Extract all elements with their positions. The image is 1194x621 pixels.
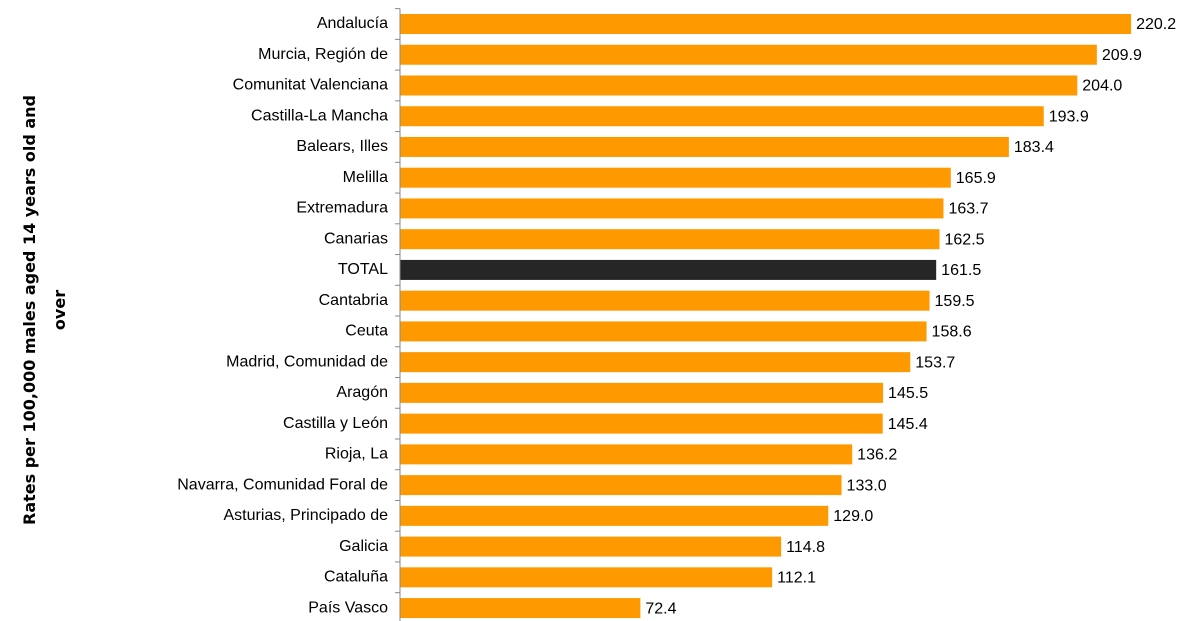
- category-label: Asturias, Principado de: [223, 507, 388, 524]
- category-label: Cantabria: [319, 292, 388, 309]
- value-label: 112.1: [777, 570, 816, 587]
- bar: [400, 259, 937, 280]
- bar: [400, 75, 1078, 96]
- bar: [400, 14, 1132, 34]
- value-label: 158.6: [932, 324, 972, 341]
- category-label: Murcia, Región de: [258, 46, 388, 63]
- bar: [400, 598, 641, 619]
- bar: [400, 352, 911, 373]
- value-label: 183.4: [1014, 139, 1054, 156]
- value-label: 220.2: [1136, 16, 1176, 33]
- category-label: Galicia: [339, 538, 388, 555]
- y-axis-label-line: Rates per 100,000 males aged 14 years ol…: [20, 95, 39, 525]
- bar: [400, 505, 829, 526]
- value-label: 193.9: [1049, 108, 1089, 125]
- bar: [400, 444, 853, 465]
- category-label: Navarra, Comunidad Foral de: [177, 476, 388, 493]
- value-label: 129.0: [833, 508, 873, 525]
- bar: [400, 229, 940, 250]
- value-label: 114.8: [786, 539, 825, 556]
- value-label: 136.2: [857, 447, 897, 464]
- value-label: 209.9: [1102, 47, 1142, 64]
- value-label: 165.9: [956, 170, 996, 187]
- category-label: Extremadura: [296, 200, 388, 217]
- bar: [400, 167, 951, 188]
- bar: [400, 382, 884, 403]
- value-label: 72.4: [645, 600, 676, 617]
- value-label: 133.0: [847, 477, 887, 494]
- category-label: Andalucía: [317, 15, 388, 32]
- category-label: Balears, Illes: [296, 138, 388, 155]
- category-label: Aragón: [336, 384, 388, 401]
- category-label: Comunitat Valenciana: [233, 77, 388, 94]
- value-label: 162.5: [945, 231, 985, 248]
- category-label: Ceuta: [345, 323, 388, 340]
- value-label: 145.4: [888, 416, 928, 433]
- bar: [400, 136, 1009, 157]
- value-label: 159.5: [935, 293, 975, 310]
- y-axis-label-line: over: [50, 290, 69, 330]
- value-label: 153.7: [915, 354, 955, 371]
- bar: [400, 567, 773, 588]
- value-label: 145.5: [888, 385, 928, 402]
- y-axis-label: Rates per 100,000 males aged 14 years ol…: [20, 95, 69, 525]
- bar: [400, 106, 1044, 127]
- bar: [400, 413, 883, 434]
- value-label: 161.5: [941, 262, 981, 279]
- category-label: Rioja, La: [325, 446, 388, 463]
- bar: [400, 321, 927, 342]
- category-label: País Vasco: [308, 599, 388, 616]
- value-label: 204.0: [1082, 78, 1122, 95]
- bar: [400, 290, 930, 311]
- category-label: Melilla: [343, 169, 388, 186]
- category-label: Castilla-La Mancha: [251, 107, 388, 124]
- bar: [400, 44, 1097, 65]
- value-label: 163.7: [948, 201, 988, 218]
- category-label: Canarias: [324, 230, 388, 247]
- category-label: Cataluña: [324, 569, 388, 586]
- bar: [400, 475, 842, 496]
- bar: [400, 198, 944, 219]
- category-label: Madrid, Comunidad de: [226, 353, 388, 370]
- bar: [400, 536, 782, 557]
- category-label: TOTAL: [338, 261, 388, 278]
- category-label: Castilla y León: [283, 415, 388, 432]
